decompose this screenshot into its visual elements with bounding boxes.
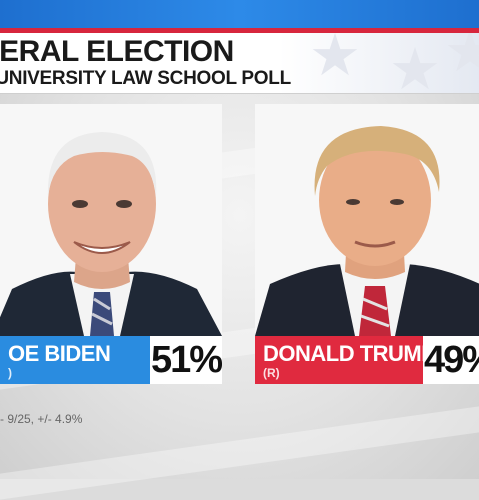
candidate-card-left: OE BIDEN ) 51%	[0, 104, 222, 384]
graphic-subtitle: E UNIVERSITY LAW SCHOOL POLL	[0, 68, 291, 89]
candidate-name: DONALD TRUMP	[263, 341, 436, 366]
graphic-header: ★ ★ ★ NERAL ELECTION E UNIVERSITY LAW SC…	[0, 33, 479, 94]
top-color-bar	[0, 0, 479, 28]
candidate-name-bar: DONALD TRUMP (R)	[255, 336, 436, 384]
candidate-name-bar: OE BIDEN )	[0, 336, 150, 384]
candidate-portrait-biden	[0, 104, 222, 336]
candidate-card-right: DONALD TRUMP (R) 49%	[255, 104, 479, 384]
portrait-illustration	[0, 104, 222, 336]
graphic-title: NERAL ELECTION	[0, 35, 234, 68]
poll-footnote: - 9/25, +/- 4.9%	[0, 412, 83, 426]
portrait-illustration	[255, 104, 479, 336]
candidate-percent: 51%	[150, 336, 222, 384]
top-accent-stripe	[0, 28, 479, 33]
star-icon: ★	[309, 33, 361, 88]
header-star-pattern: ★ ★ ★	[279, 33, 479, 93]
star-icon: ★	[389, 37, 441, 94]
candidate-name: OE BIDEN	[8, 341, 111, 366]
candidate-party: )	[8, 366, 12, 380]
candidate-portrait-trump	[255, 104, 479, 336]
candidate-percent: 49%	[423, 336, 479, 384]
star-icon: ★	[444, 33, 479, 81]
candidate-party: (R)	[263, 366, 280, 380]
